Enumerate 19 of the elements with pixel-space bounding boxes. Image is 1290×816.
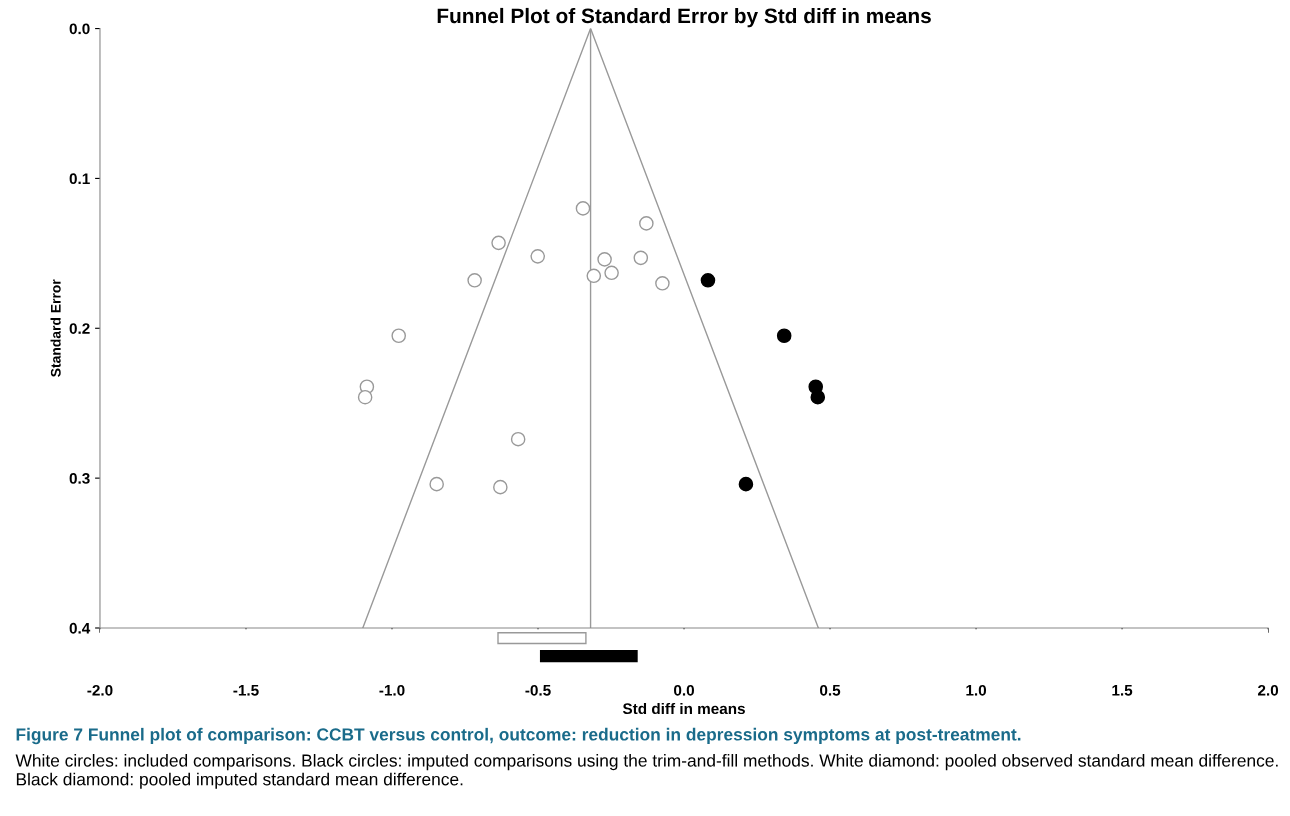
x-tick-label: 1.5	[1112, 685, 1133, 696]
x-tick-label: -1.0	[379, 684, 405, 696]
chart-title: Funnel Plot of Standard Error by Std diff in means	[437, 7, 931, 28]
y-tick-label: 0.1	[69, 173, 90, 185]
x-tick-label: 1.0	[966, 684, 987, 696]
y-tick-label: 0.2	[69, 323, 90, 334]
x-tick-label: 0.5	[820, 684, 841, 696]
x-tick-label: 2.0	[1257, 684, 1279, 696]
text: White circles: included comparisons. Black circles: imputed comparisons using the trim-and-fill methods. White diamond: pooled observed standard mean difference. Black diamond: pooled imputed standard mean difference.	[15, 753, 1278, 789]
y-axis-title: Standard Error	[50, 279, 61, 377]
y-tick-label: 0.3	[69, 473, 90, 484]
caption: Figure 7 Funnel plot of comparison: CCBT versus control, outcome: reduction in depression symptoms at post-treatment.	[16, 727, 1021, 745]
x-tick-label: -0.5	[525, 684, 551, 696]
x-tick-label: -2.0	[87, 684, 113, 696]
y-tick-label: 0.4	[69, 622, 91, 634]
x-tick-label: -1.5	[233, 685, 259, 696]
x-axis-title: Std diff in means	[622, 702, 745, 715]
y-tick-label: 0.0	[69, 23, 90, 35]
x-tick-label: 0.0	[674, 684, 695, 696]
